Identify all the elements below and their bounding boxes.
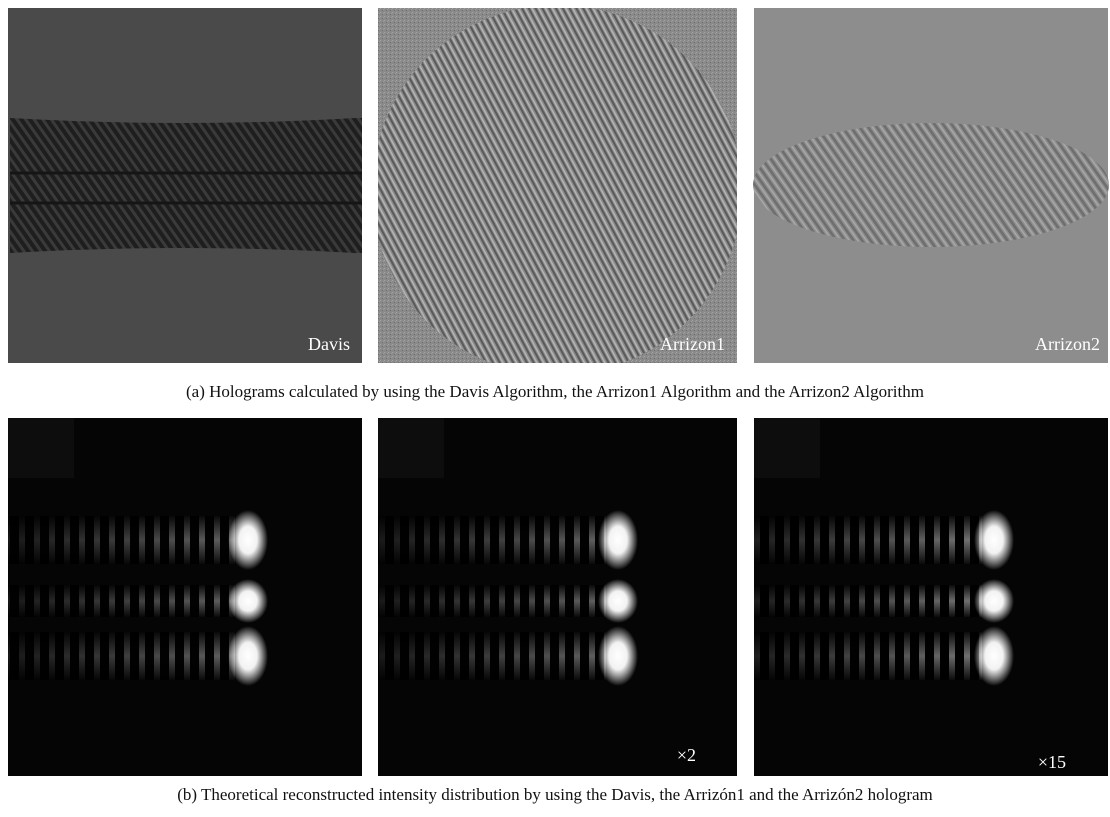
intensity-peak: [598, 579, 638, 623]
fringe-fade: [8, 516, 236, 564]
fringe-fade: [754, 632, 982, 680]
intensity-peak: [598, 626, 638, 686]
figure: Davis Arrizon1 Arrizon2 (a) Holograms ca…: [0, 0, 1110, 812]
fringe-fade: [378, 516, 606, 564]
hologram-band: [10, 118, 362, 253]
hologram-fringes: [753, 123, 1109, 247]
intensity-peak: [974, 626, 1014, 686]
caption: (b) Theoretical reconstructed intensity …: [177, 785, 933, 804]
panel-label: ×2: [677, 745, 696, 765]
intensity-peak: [974, 510, 1014, 570]
intensity-peak: [598, 510, 638, 570]
intensity-peak: [228, 579, 268, 623]
caption: (a) Holograms calculated by using the Da…: [186, 382, 924, 401]
fringe-fade: [378, 632, 606, 680]
panel-label: Arrizon1: [660, 334, 725, 354]
corner-mark: [378, 418, 444, 478]
page: {"figure": { "row_a": {"labels": ["Davis…: [0, 0, 1110, 812]
intensity-peak: [228, 510, 268, 570]
fringe-fade: [754, 585, 982, 617]
hologram-fringes: [372, 5, 742, 375]
fringe-fade: [378, 585, 606, 617]
panel-label: Davis: [308, 334, 350, 354]
fringe-fade: [754, 516, 982, 564]
panel-label: Arrizon2: [1035, 334, 1100, 354]
panel-label: ×15: [1038, 752, 1066, 772]
fringe-fade: [8, 632, 236, 680]
corner-mark: [8, 418, 74, 478]
corner-mark: [754, 418, 820, 478]
reconstructions: [8, 418, 1108, 776]
fringe-fade: [8, 585, 236, 617]
intensity-peak: [974, 579, 1014, 623]
intensity-peak: [228, 626, 268, 686]
